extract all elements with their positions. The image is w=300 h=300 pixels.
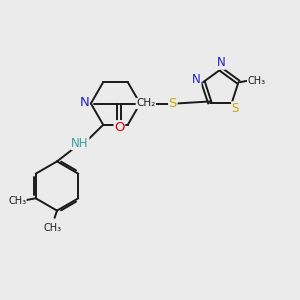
Text: CH₂: CH₂: [136, 98, 155, 109]
Text: NH: NH: [71, 136, 89, 150]
Text: N: N: [216, 56, 225, 69]
Text: S: S: [169, 97, 177, 110]
Text: N: N: [192, 73, 201, 86]
Text: N: N: [80, 96, 89, 109]
Text: O: O: [114, 121, 125, 134]
Text: S: S: [232, 102, 239, 115]
Text: CH₃: CH₃: [44, 223, 62, 233]
Text: CH₃: CH₃: [8, 196, 26, 206]
Text: CH₃: CH₃: [248, 76, 266, 86]
